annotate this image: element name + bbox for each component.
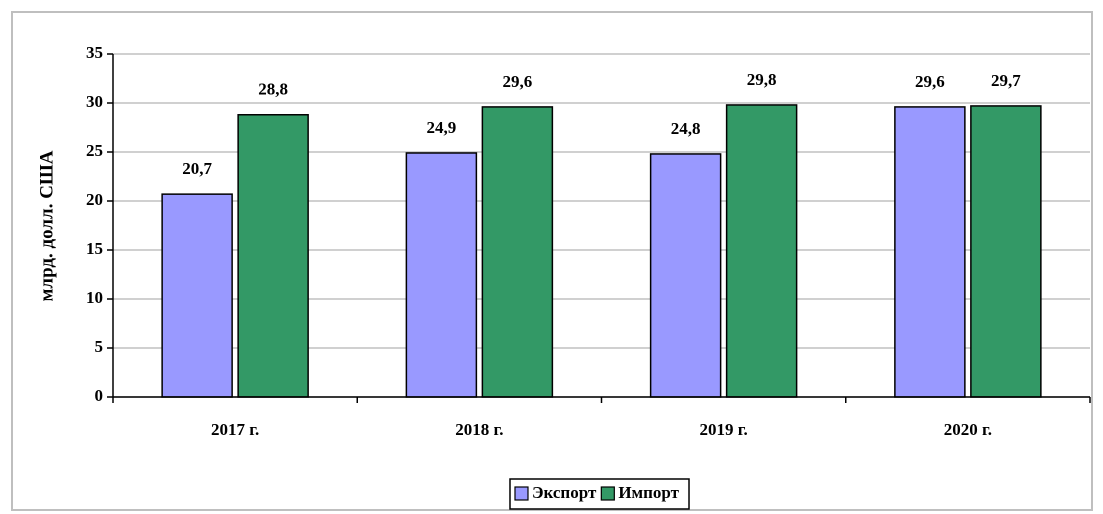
legend-box — [509, 478, 690, 510]
x-tick-label: 2018 г. — [455, 420, 503, 439]
legend-swatch — [600, 486, 615, 501]
bar — [725, 104, 798, 398]
data-label: 24,8 — [671, 119, 701, 138]
x-tick-label: 2017 г. — [211, 420, 259, 439]
y-tick-label: 0 — [95, 386, 104, 405]
legend-label: Экспорт — [532, 483, 597, 502]
legend-label: Импорт — [618, 483, 679, 502]
x-tick-label: 2020 г. — [944, 420, 992, 439]
legend-swatch — [514, 486, 529, 501]
legend: Экспорт Импорт — [509, 478, 690, 510]
y-tick-label: 20 — [86, 190, 103, 209]
data-label: 29,6 — [915, 72, 945, 91]
y-axis-label: млрд. долл. США — [36, 150, 57, 301]
y-tick-label: 10 — [86, 288, 103, 307]
bar — [237, 114, 309, 398]
data-label: 29,8 — [747, 70, 777, 89]
bar — [970, 105, 1042, 398]
y-tick-label: 35 — [86, 43, 103, 62]
y-tick-label: 5 — [95, 337, 104, 356]
data-label: 29,6 — [503, 72, 533, 91]
y-tick-label: 30 — [86, 92, 103, 111]
bar — [161, 193, 233, 398]
bar — [481, 106, 554, 398]
bar — [649, 153, 722, 398]
y-tick-label: 25 — [86, 141, 103, 160]
bar — [894, 106, 966, 398]
data-label: 24,9 — [427, 118, 457, 137]
x-tick-label: 2019 г. — [699, 420, 747, 439]
data-label: 28,8 — [258, 80, 288, 99]
data-label: 20,7 — [182, 159, 212, 178]
data-label: 29,7 — [991, 71, 1021, 90]
y-tick-label: 15 — [86, 239, 103, 258]
bar — [405, 152, 478, 398]
